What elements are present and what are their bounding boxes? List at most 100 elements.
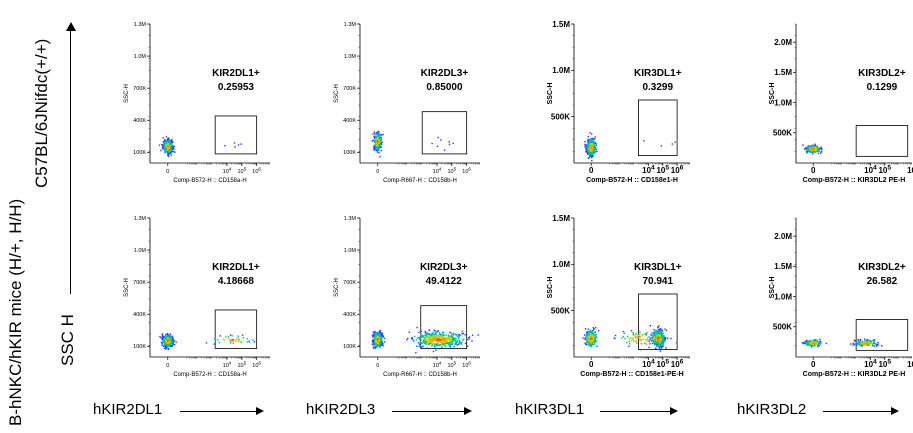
event-dot	[467, 337, 470, 339]
event-dot	[443, 343, 445, 345]
x-tick-label: 0	[166, 169, 169, 175]
event-dot	[593, 343, 596, 345]
event-dot	[859, 341, 861, 343]
event-dot	[637, 337, 639, 340]
event-dot	[422, 341, 425, 344]
event-dot	[427, 338, 429, 340]
event-dot	[450, 338, 452, 340]
gate-label: KIR2DL3+	[421, 68, 469, 79]
event-dot	[595, 336, 597, 338]
event-dot	[660, 344, 663, 346]
event-dot	[663, 338, 665, 340]
event-dot	[585, 343, 588, 346]
event-dot	[653, 342, 655, 345]
event-dot	[373, 144, 376, 146]
event-dot	[380, 337, 382, 340]
event-dot	[812, 342, 814, 344]
event-dot	[378, 133, 380, 135]
y-tick-label: 1.5M	[552, 214, 570, 223]
event-dot	[462, 338, 465, 340]
event-dot	[164, 338, 166, 340]
event-dot	[458, 335, 460, 337]
x-tick-label: 106	[462, 167, 471, 175]
event-dot	[424, 340, 426, 342]
event-dot	[457, 333, 459, 336]
event-dot	[591, 339, 593, 341]
event-dot	[654, 339, 657, 341]
event-dot	[652, 338, 654, 340]
event-dot	[592, 339, 594, 341]
event-dot	[613, 337, 616, 339]
event-dot	[652, 339, 655, 342]
event-dot	[429, 342, 431, 344]
event-dot	[595, 148, 598, 151]
event-dot	[585, 148, 587, 151]
event-dot	[588, 148, 590, 151]
event-dot	[373, 336, 375, 338]
event-dot	[229, 339, 231, 342]
event-dot	[442, 344, 444, 346]
event-dot	[170, 335, 172, 338]
event-dot	[806, 343, 809, 346]
event-dot	[449, 331, 451, 334]
event-dot	[861, 341, 864, 344]
event-dot	[166, 138, 169, 140]
y-axis-arrowhead	[66, 22, 76, 31]
x-axis-label: Comp-B572-H :: CD158e1-H	[586, 177, 678, 184]
event-dot	[454, 340, 457, 342]
event-dot	[591, 150, 593, 152]
x-tick-label: 104	[223, 167, 232, 175]
event-dot	[812, 146, 814, 148]
flow-plot-r1-c2: 1.5M 1.0M 500K 0 104 105 106 SSC-H Comp-B572-H :…	[547, 214, 690, 378]
event-dot	[173, 148, 175, 150]
event-dot	[168, 138, 170, 141]
event-dot	[806, 151, 808, 153]
event-dot	[171, 140, 173, 143]
event-dot	[428, 337, 431, 340]
event-dot	[376, 147, 378, 149]
event-dot	[589, 150, 591, 153]
event-dot	[663, 334, 665, 337]
x-tick-label: 105	[878, 164, 891, 175]
event-dot	[374, 145, 376, 148]
event-dot	[816, 343, 818, 345]
event-dot	[429, 335, 431, 338]
event-dot	[813, 151, 815, 153]
event-dot	[451, 340, 453, 342]
event-dot	[854, 340, 856, 342]
event-dot	[164, 345, 167, 348]
event-dot	[378, 335, 381, 337]
event-dot	[376, 143, 378, 146]
event-dot	[661, 333, 663, 335]
x-tick-label: 104	[433, 361, 442, 369]
x-tick-label: 106	[252, 167, 261, 175]
event-dot	[588, 152, 591, 155]
event-dot	[439, 340, 441, 342]
x-axis-label: Comp-R667-H :: CD158b-H	[383, 178, 457, 184]
x-tick-label: 105	[656, 358, 669, 369]
event-dot	[586, 145, 588, 148]
event-dot	[371, 140, 373, 142]
event-dot	[374, 347, 376, 350]
x-tick-label: 105	[878, 358, 891, 369]
event-dot	[376, 149, 378, 152]
event-dot	[406, 339, 408, 341]
event-dot	[442, 341, 445, 344]
event-dot	[814, 345, 816, 347]
event-dot	[165, 144, 167, 146]
event-dot	[435, 349, 437, 351]
event-dot	[422, 335, 425, 338]
event-dot	[380, 331, 382, 334]
event-dot	[378, 331, 381, 333]
event-dot	[425, 333, 428, 335]
event-dot	[819, 343, 822, 345]
event-dot	[438, 339, 440, 342]
event-dot	[379, 333, 381, 335]
event-dot	[162, 144, 164, 147]
event-dot	[436, 344, 439, 346]
event-dot	[873, 339, 876, 341]
event-dot	[161, 344, 163, 347]
event-dot	[433, 333, 436, 336]
event-dot	[167, 141, 170, 143]
event-dot	[810, 145, 812, 147]
